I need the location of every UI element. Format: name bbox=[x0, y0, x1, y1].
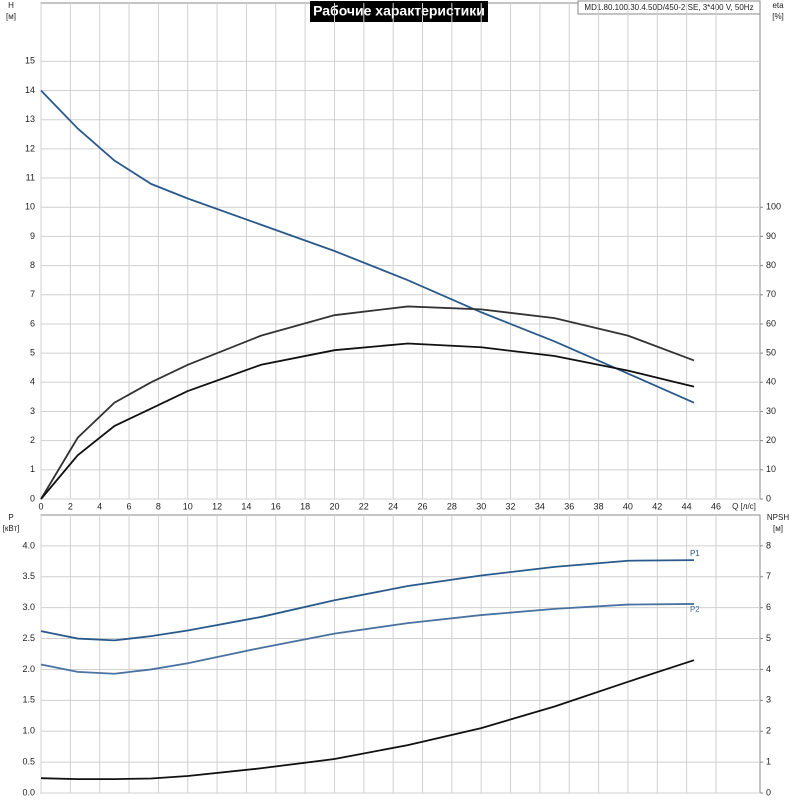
y-tick-label: 10 bbox=[25, 202, 35, 212]
y2-tick-label: 60 bbox=[766, 318, 776, 328]
x-tick-label: 10 bbox=[183, 501, 193, 511]
y2-tick-label: 30 bbox=[766, 406, 776, 416]
y2-tick-label: 90 bbox=[766, 231, 776, 241]
y-tick-label: 3.0 bbox=[22, 602, 35, 612]
x-tick-label: 40 bbox=[623, 501, 633, 511]
title-bg bbox=[310, 1, 488, 22]
x-tick-label: 46 bbox=[711, 501, 721, 511]
series-line bbox=[40, 559, 694, 642]
y-tick-label: 13 bbox=[25, 114, 35, 124]
y-tick-label: 1.0 bbox=[22, 726, 35, 736]
y-tick-label: 2 bbox=[30, 435, 35, 445]
y-axis-label: [кВт] bbox=[3, 524, 20, 533]
y-tick-label: 4 bbox=[30, 377, 35, 387]
y2-tick-label: 20 bbox=[766, 435, 776, 445]
y-tick-label: 11 bbox=[26, 172, 35, 182]
y-tick-label: 5 bbox=[30, 347, 35, 357]
y-tick-label: 8 bbox=[30, 260, 35, 270]
y2-tick-label: 50 bbox=[766, 347, 776, 357]
x-tick-label: 6 bbox=[127, 501, 132, 511]
y2-axis-label: eta bbox=[772, 1, 784, 10]
x-tick-label: 4 bbox=[97, 501, 102, 511]
y2-tick-label: 7 bbox=[766, 571, 771, 581]
series-line bbox=[40, 305, 695, 500]
x-tick-label: 44 bbox=[682, 501, 692, 511]
y2-tick-label: 3 bbox=[766, 695, 771, 705]
x-tick-label: 0 bbox=[38, 501, 43, 511]
y-tick-label: 0.5 bbox=[22, 756, 35, 766]
bottom-frame bbox=[40, 514, 761, 794]
y2-axis-label: NPSH bbox=[767, 513, 789, 522]
y2-tick-label: 70 bbox=[766, 289, 776, 299]
y-axis-label: P bbox=[8, 513, 13, 522]
x-axis-label: Q [л/с] bbox=[732, 502, 756, 511]
y2-tick-label: 1 bbox=[766, 756, 771, 766]
x-tick-label: 14 bbox=[241, 501, 251, 511]
y-axis-label: H bbox=[8, 1, 14, 10]
x-tick-label: 28 bbox=[447, 501, 457, 511]
y-tick-label: 9 bbox=[30, 231, 35, 241]
y-tick-label: 2.0 bbox=[22, 664, 35, 674]
x-tick-label: 8 bbox=[156, 501, 161, 511]
series-line bbox=[40, 89, 695, 404]
y2-tick-label: 2 bbox=[766, 726, 771, 736]
subtitle-box bbox=[577, 0, 761, 15]
x-tick-label: 32 bbox=[506, 501, 516, 511]
y-tick-label: 7 bbox=[30, 289, 35, 299]
x-tick-label: 30 bbox=[476, 501, 486, 511]
y-tick-label: 3.5 bbox=[22, 571, 35, 581]
y2-axis-label: [м] bbox=[773, 524, 783, 533]
x-tick-label: 20 bbox=[329, 501, 339, 511]
x-tick-label: 34 bbox=[535, 501, 545, 511]
y2-tick-label: 5 bbox=[766, 633, 771, 643]
y-axis-label: [м] bbox=[6, 12, 16, 21]
y-tick-label: 0 bbox=[30, 493, 35, 503]
series-label: P2 bbox=[690, 605, 700, 614]
y2-tick-label: 80 bbox=[766, 260, 776, 270]
y-tick-label: 14 bbox=[25, 85, 35, 95]
x-tick-label: 12 bbox=[212, 501, 222, 511]
chart-title: Рабочие характеристики bbox=[313, 3, 485, 19]
y-tick-label: 2.5 bbox=[22, 633, 35, 643]
y-tick-label: 12 bbox=[25, 143, 35, 153]
x-tick-label: 24 bbox=[388, 501, 398, 511]
x-tick-label: 2 bbox=[68, 501, 73, 511]
y-tick-label: 15 bbox=[25, 56, 35, 66]
y-tick-label: 1 bbox=[30, 464, 35, 474]
y2-tick-label: 0 bbox=[766, 787, 771, 797]
x-tick-label: 18 bbox=[300, 501, 310, 511]
top-frame bbox=[40, 2, 761, 500]
y-tick-label: 4.0 bbox=[22, 540, 35, 550]
y-tick-label: 1.5 bbox=[22, 695, 35, 705]
subtitle: MD1.80.100.30.4.50D/450-2.SE, 3*400 V, 5… bbox=[584, 3, 753, 12]
y2-tick-label: 40 bbox=[766, 377, 776, 387]
y2-tick-label: 10 bbox=[766, 464, 776, 474]
x-tick-label: 42 bbox=[652, 501, 662, 511]
x-tick-label: 22 bbox=[359, 501, 369, 511]
x-tick-label: 38 bbox=[594, 501, 604, 511]
y2-tick-label: 0 bbox=[766, 493, 771, 503]
y2-axis-label: [%] bbox=[772, 12, 784, 21]
x-tick-label: 36 bbox=[564, 501, 574, 511]
y-tick-label: 3 bbox=[30, 406, 35, 416]
series-line bbox=[40, 659, 695, 780]
y-tick-label: 0.0 bbox=[22, 787, 35, 797]
y2-tick-label: 4 bbox=[766, 664, 771, 674]
series-label: P1 bbox=[690, 549, 700, 558]
x-tick-label: 26 bbox=[418, 501, 428, 511]
y2-tick-label: 100 bbox=[766, 202, 781, 212]
y2-tick-label: 6 bbox=[766, 602, 771, 612]
series-line bbox=[40, 603, 694, 675]
y2-tick-label: 8 bbox=[766, 540, 771, 550]
y-tick-label: 6 bbox=[30, 318, 35, 328]
series-line bbox=[40, 342, 695, 500]
x-tick-label: 16 bbox=[271, 501, 281, 511]
